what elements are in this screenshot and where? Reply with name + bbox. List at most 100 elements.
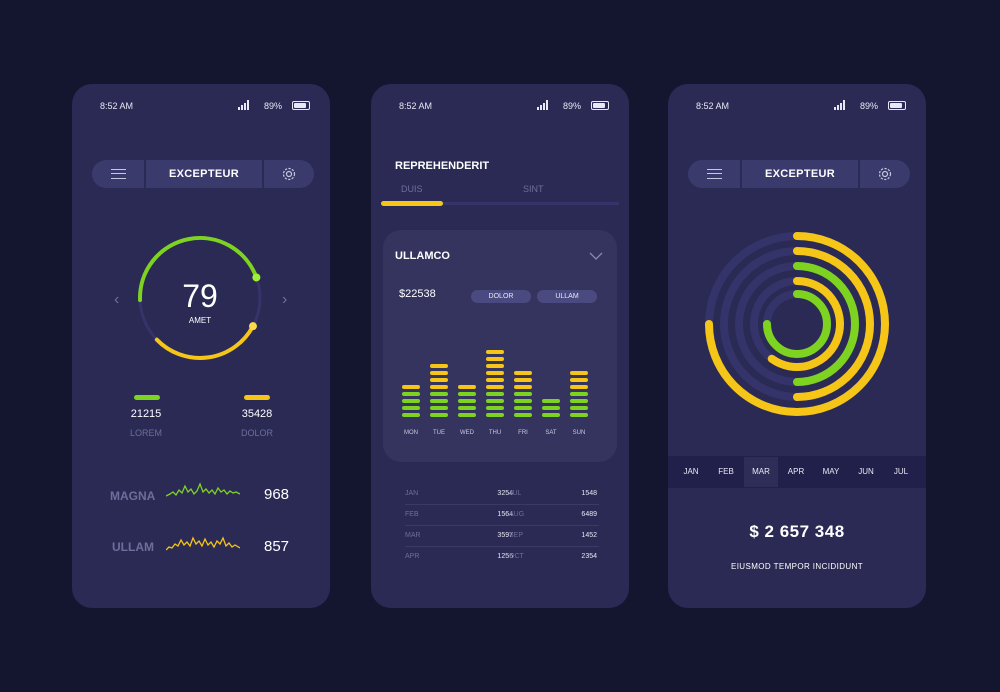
table-row: FEB 1564 AUG 6489 [405, 511, 597, 518]
stat-label: LOREM [129, 428, 162, 438]
bar-segment-fri [514, 378, 532, 382]
chevron-left-icon[interactable]: ‹ [114, 291, 119, 308]
header-title: EXCEPTEUR [146, 160, 262, 188]
ring-arc [793, 247, 874, 401]
page-title: REPREHENDERIT [395, 160, 490, 172]
settings-button[interactable] [860, 160, 910, 188]
bar-segment-thu [486, 364, 504, 368]
bar-segment-wed [458, 399, 476, 403]
battery-icon [888, 101, 906, 110]
stat-label: DOLOR [240, 428, 273, 438]
phone-screen-dashboard: 8:52 AM 89% EXCEPTEUR ‹ › 79 AMET 21215 … [72, 84, 330, 608]
tab-sint[interactable]: SINT [523, 184, 544, 194]
bar-segment-thu [486, 413, 504, 417]
bar-segment-mon [402, 399, 420, 403]
bar-segment-thu [486, 406, 504, 410]
x-tick-label: FRI [518, 430, 528, 436]
month-tab-jul[interactable]: JUL [893, 467, 909, 476]
trend-value: 857 [264, 538, 290, 555]
bar-segment-fri [514, 392, 532, 396]
month-tab-jun[interactable]: JUN [858, 467, 874, 476]
status-bar: 8:52 AM 89% [696, 100, 906, 114]
total-amount: $ 2 657 348 [749, 522, 845, 541]
bar-segment-thu [486, 350, 504, 354]
phone-screen-weekly: 8:52 AM 89% REPREHENDERIT DUIS SINT ULLA… [371, 84, 629, 608]
bar-segment-fri [514, 406, 532, 410]
bar-segment-mon [402, 385, 420, 389]
chevron-right-icon[interactable]: › [282, 291, 287, 308]
ring-arc [763, 290, 831, 358]
bar-segment-sun [570, 399, 588, 403]
bar-segment-thu [486, 392, 504, 396]
hamburger-menu-icon [707, 169, 722, 179]
bar-segment-tue [430, 392, 448, 396]
filter-pill-dolor[interactable]: DOLOR [471, 290, 531, 303]
gauge-value: 79 [182, 278, 218, 314]
radial-ring-chart [705, 232, 889, 416]
bar-segment-wed [458, 385, 476, 389]
bar-segment-sat [542, 399, 560, 403]
bar-segment-tue [430, 406, 448, 410]
bar-segment-tue [430, 413, 448, 417]
month-tab-feb[interactable]: FEB [718, 467, 734, 476]
bar-segment-tue [430, 371, 448, 375]
trend-label: MAGNA [110, 489, 156, 503]
bar-segment-thu [486, 385, 504, 389]
x-tick-label: SAT [545, 430, 557, 436]
signal-icon [238, 100, 249, 110]
table-divider [405, 546, 599, 547]
month-tab-jan[interactable]: JAN [683, 467, 699, 476]
bar-segment-tue [430, 378, 448, 382]
bar-segment-fri [514, 413, 532, 417]
bar-segment-thu [486, 371, 504, 375]
menu-button[interactable] [688, 160, 740, 188]
gauge-green-arc [138, 236, 259, 303]
bar-segment-wed [458, 392, 476, 396]
table-row: JAN 3254 JUL 1548 [405, 490, 597, 497]
gear-icon [282, 167, 296, 181]
bar-segment-mon [402, 406, 420, 410]
filter-pill-ullam[interactable]: ULLAM [537, 290, 597, 303]
month-selector: JAN FEB MAR APR MAY JUN JUL [668, 456, 926, 488]
ring-arc [767, 277, 844, 371]
tab-duis[interactable]: DUIS [401, 184, 423, 194]
gauge-yellow-arc [154, 324, 255, 360]
sparkline-yellow [166, 536, 240, 551]
status-time: 8:52 AM [696, 101, 730, 111]
ring-arc [705, 232, 889, 416]
table-divider [405, 504, 599, 505]
month-tab-may[interactable]: MAY [822, 467, 840, 476]
menu-button[interactable] [92, 160, 144, 188]
bar-segment-sun [570, 392, 588, 396]
x-tick-label: TUE [433, 430, 445, 436]
bar-segment-sat [542, 406, 560, 410]
bar-segment-sun [570, 371, 588, 375]
signal-icon [834, 100, 845, 110]
bar-segment-thu [486, 378, 504, 382]
status-bar: 8:52 AM 89% [399, 100, 609, 114]
chevron-down-icon[interactable] [589, 252, 603, 260]
settings-button[interactable] [264, 160, 314, 188]
bar-segment-thu [486, 399, 504, 403]
top-bar: EXCEPTEUR [688, 160, 910, 188]
bar-segment-fri [514, 371, 532, 375]
bar-segment-sat [542, 413, 560, 417]
x-tick-label: WED [460, 430, 475, 436]
status-time: 8:52 AM [100, 101, 134, 111]
table-row: APR 1256 OCT 2354 [405, 553, 597, 560]
battery-icon [591, 101, 609, 110]
bar-segment-tue [430, 364, 448, 368]
battery-percent: 89% [859, 101, 878, 111]
hamburger-menu-icon [111, 169, 126, 179]
gauge-green-knob [252, 273, 261, 282]
bar-segment-tue [430, 399, 448, 403]
month-tab-mar[interactable]: MAR [744, 457, 778, 487]
table-row: MAR 3597 SEP 1452 [405, 532, 597, 539]
month-tab-apr[interactable]: APR [787, 467, 805, 476]
bar-segment-fri [514, 399, 532, 403]
chart-card: ULLAMCO $22538 DOLOR ULLAM MON TUE WED THU F… [383, 230, 617, 462]
header-title: EXCEPTEUR [742, 160, 858, 188]
bar-segment-thu [486, 357, 504, 361]
bar-segment-fri [514, 385, 532, 389]
trend-value: 968 [264, 486, 290, 503]
